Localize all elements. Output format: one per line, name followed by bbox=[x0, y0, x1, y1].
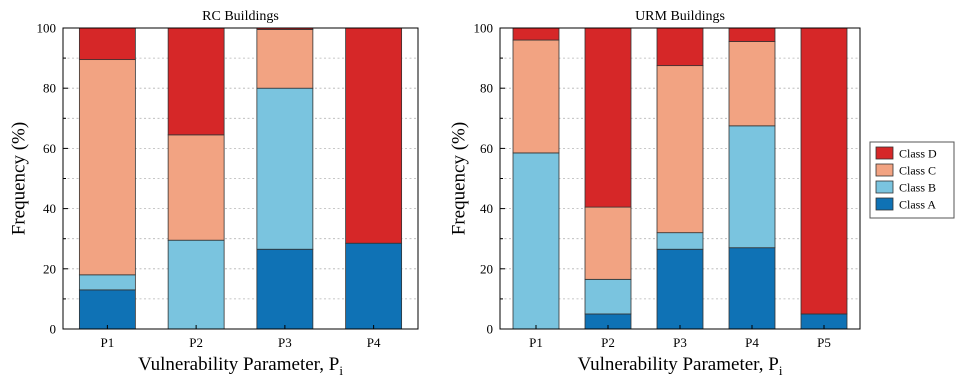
urm-buildings-bar-p1-class-b bbox=[513, 153, 559, 329]
rc-buildings-x-axis-label: Vulnerability Parameter, Pi bbox=[138, 354, 343, 375]
rc-buildings-bar-p1-class-b bbox=[79, 275, 135, 290]
urm-buildings-bar-p2-class-c bbox=[585, 207, 631, 279]
rc-buildings-y-tick-label: 40 bbox=[43, 201, 56, 216]
rc-buildings-y-tick-label: 0 bbox=[50, 322, 57, 337]
urm-buildings-bar-p5-class-d bbox=[801, 28, 847, 314]
rc-buildings-bar-p3-class-b bbox=[257, 88, 313, 249]
urm-buildings-bar-p3-class-c bbox=[657, 66, 703, 233]
rc-buildings-bar-p4-class-a bbox=[346, 243, 402, 329]
urm-buildings-bar-p1-class-d bbox=[513, 28, 559, 40]
rc-buildings-x-tick-label-p4: P4 bbox=[367, 335, 381, 350]
urm-buildings-x-tick-label-p5: P5 bbox=[817, 335, 831, 350]
legend-label-class-c: Class C bbox=[899, 164, 936, 178]
rc-buildings-bar-p2-class-b bbox=[168, 240, 224, 329]
rc-buildings-title: RC Buildings bbox=[202, 9, 279, 24]
rc-buildings-bar-p4-class-d bbox=[346, 28, 402, 243]
urm-buildings-y-tick-label: 40 bbox=[480, 201, 493, 216]
legend-swatch-class-d bbox=[876, 147, 893, 159]
rc-buildings-y-tick-label: 20 bbox=[43, 261, 56, 276]
rc-buildings-y-tick-label: 100 bbox=[37, 21, 57, 36]
rc-buildings-bar-p2-class-d bbox=[168, 28, 224, 135]
urm-buildings-x-tick-label-p3: P3 bbox=[673, 335, 687, 350]
urm-buildings-bar-p4-class-a bbox=[729, 248, 775, 329]
urm-buildings-x-tick-label-p2: P2 bbox=[601, 335, 615, 350]
legend-label-class-b: Class B bbox=[899, 181, 936, 195]
urm-buildings-bar-p2-class-b bbox=[585, 279, 631, 314]
legend-swatch-class-a bbox=[876, 198, 893, 210]
urm-buildings-title: URM Buildings bbox=[635, 9, 725, 24]
legend-swatch-class-c bbox=[876, 164, 893, 176]
rc-buildings-chart: 0 20 40 60 80 100 P1 P2 P3 P4 RC Buildings Vulnerab… bbox=[8, 9, 418, 375]
urm-buildings-x-tick-label-p1: P1 bbox=[529, 335, 543, 350]
rc-buildings-x-tick-label-p2: P2 bbox=[189, 335, 203, 350]
urm-buildings-bar-p4-class-c bbox=[729, 42, 775, 126]
legend-swatch-class-b bbox=[876, 181, 893, 193]
urm-buildings-x-axis-label: Vulnerability Parameter, Pi bbox=[578, 354, 783, 375]
urm-buildings-y-tick-label: 60 bbox=[480, 141, 493, 156]
urm-buildings-y-tick-label: 80 bbox=[480, 81, 493, 96]
urm-buildings-y-tick-label: 0 bbox=[487, 322, 494, 337]
rc-buildings-bar-p1-class-d bbox=[79, 28, 135, 60]
urm-buildings-y-tick-label: 100 bbox=[474, 21, 494, 36]
rc-buildings-bar-p2-class-c bbox=[168, 135, 224, 240]
urm-buildings-bar-p4-class-d bbox=[729, 28, 775, 42]
rc-buildings-y-tick-label: 80 bbox=[43, 81, 56, 96]
rc-buildings-bar-p3-class-a bbox=[257, 249, 313, 329]
legend-label-class-d: Class D bbox=[899, 147, 937, 161]
legend-label-class-a: Class A bbox=[899, 198, 936, 212]
urm-buildings-bar-p2-class-d bbox=[585, 28, 631, 207]
rc-buildings-bar-p3-class-c bbox=[257, 30, 313, 89]
urm-buildings-y-tick-label: 20 bbox=[480, 261, 493, 276]
rc-buildings-bar-p1-class-a bbox=[79, 290, 135, 329]
urm-buildings-bar-p3-class-b bbox=[657, 233, 703, 250]
urm-buildings-chart: 0 20 40 60 80 100 P1 P2 P3 P4 P5 URM Buildings Vulne… bbox=[448, 9, 860, 375]
rc-buildings-x-tick-label-p3: P3 bbox=[278, 335, 292, 350]
rc-buildings-bar-p1-class-c bbox=[79, 60, 135, 275]
urm-buildings-y-axis-label: Frequency (%) bbox=[448, 122, 469, 235]
urm-buildings-x-tick-label-p4: P4 bbox=[745, 335, 759, 350]
urm-buildings-bar-p3-class-d bbox=[657, 28, 703, 66]
urm-buildings-bar-p3-class-a bbox=[657, 249, 703, 329]
urm-buildings-bar-p1-class-c bbox=[513, 40, 559, 153]
urm-buildings-bar-p4-class-b bbox=[729, 126, 775, 248]
legend: Class D Class C Class B Class A bbox=[870, 142, 954, 218]
rc-buildings-y-axis-label: Frequency (%) bbox=[8, 122, 29, 235]
rc-buildings-y-tick-label: 60 bbox=[43, 141, 56, 156]
rc-buildings-x-tick-label-p1: P1 bbox=[101, 335, 115, 350]
